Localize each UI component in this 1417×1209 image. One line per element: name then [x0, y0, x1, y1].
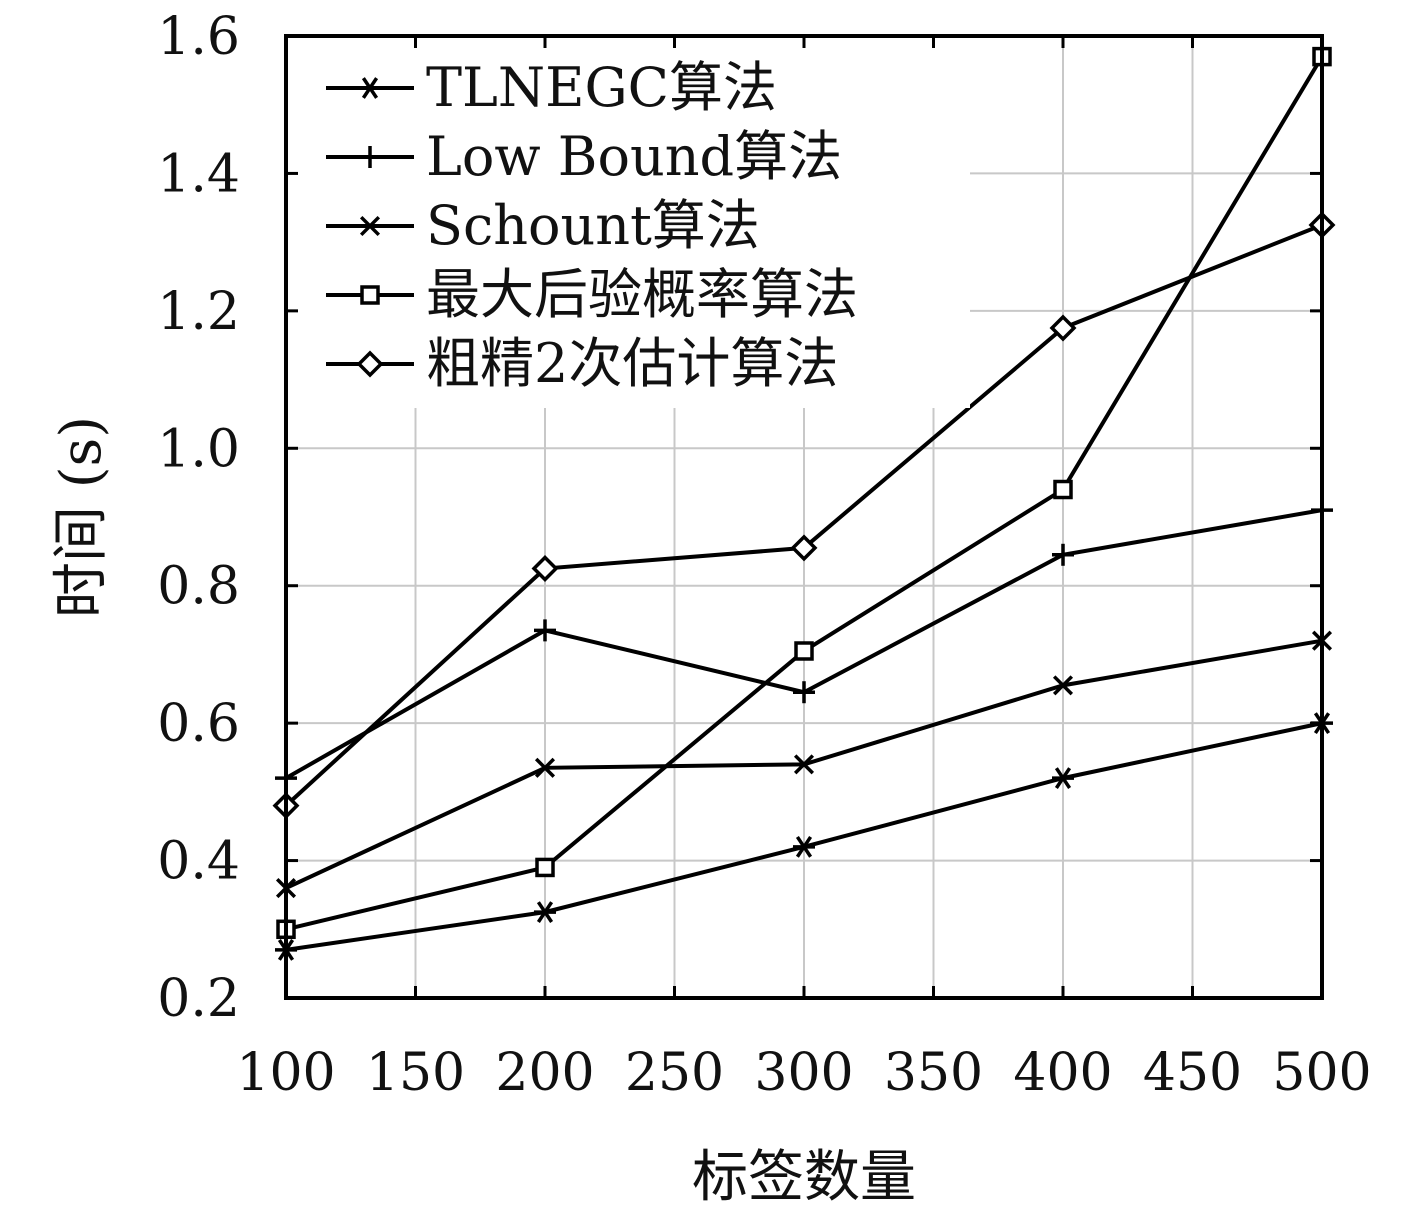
- data-point: [535, 857, 555, 878]
- legend-marker: [360, 285, 380, 305]
- y-tick-label: 0.4: [157, 832, 240, 892]
- legend-item: 最大后验概率算法: [326, 263, 858, 326]
- legend-item: TLNEGC算法: [326, 56, 777, 119]
- data-point: [790, 534, 818, 562]
- data-point: [1052, 675, 1074, 696]
- data-point: [1052, 543, 1074, 566]
- legend-marker: [359, 215, 381, 237]
- x-tick-label: 500: [1272, 1043, 1371, 1103]
- y-tick-label: 1.4: [157, 144, 240, 204]
- x-tick-label: 300: [754, 1043, 853, 1103]
- data-point: [793, 835, 815, 858]
- x-tick-label: 450: [1143, 1043, 1242, 1103]
- legend-label: 最大后验概率算法: [426, 263, 858, 326]
- data-point: [793, 681, 815, 704]
- legend-marker: [359, 146, 381, 168]
- data-point: [534, 757, 556, 778]
- legend-label: 粗精2次估计算法: [426, 332, 838, 395]
- y-tick-label: 0.8: [157, 557, 240, 617]
- y-tick-label: 1.6: [157, 7, 240, 67]
- y-tick-label: 0.6: [157, 694, 240, 754]
- legend-item: Schount算法: [326, 194, 760, 257]
- legend-label: Low Bound算法: [426, 125, 842, 188]
- data-point: [534, 901, 556, 923]
- x-tick-label: 200: [495, 1043, 594, 1103]
- legend-label: Schount算法: [426, 194, 760, 257]
- y-tick-label: 0.2: [157, 969, 240, 1029]
- x-tick-label: 400: [1013, 1043, 1112, 1103]
- legend-label: TLNEGC算法: [426, 56, 777, 119]
- data-point: [794, 641, 814, 661]
- x-tick-label: 350: [884, 1043, 983, 1103]
- y-tick-label: 1.2: [157, 282, 240, 342]
- data-point: [793, 754, 815, 775]
- legend-item: 粗精2次估计算法: [326, 332, 838, 395]
- series-layer: [272, 46, 1336, 961]
- legend-item: Low Bound算法: [326, 125, 842, 188]
- legend-marker: [356, 350, 384, 378]
- data-point: [1049, 314, 1077, 342]
- data-point: [1053, 479, 1073, 500]
- data-point: [531, 555, 559, 583]
- data-point: [534, 619, 556, 642]
- x-tick-label: 100: [236, 1043, 335, 1103]
- legend-marker: [359, 77, 381, 99]
- y-axis: 0.2 0.4 0.6 0.8 1.0 1.2 1.4 1.6: [157, 7, 1322, 1029]
- data-point: [1052, 767, 1074, 789]
- x-tick-label: 250: [625, 1043, 724, 1103]
- x-tick-label: 150: [366, 1043, 465, 1103]
- x-axis: 100 150 200 250 300 350 400 450 500: [236, 36, 1372, 1103]
- y-tick-label: 1.0: [157, 419, 240, 479]
- y-axis-title: 时间 (s): [49, 416, 114, 618]
- x-axis-title: 标签数量: [692, 1145, 916, 1209]
